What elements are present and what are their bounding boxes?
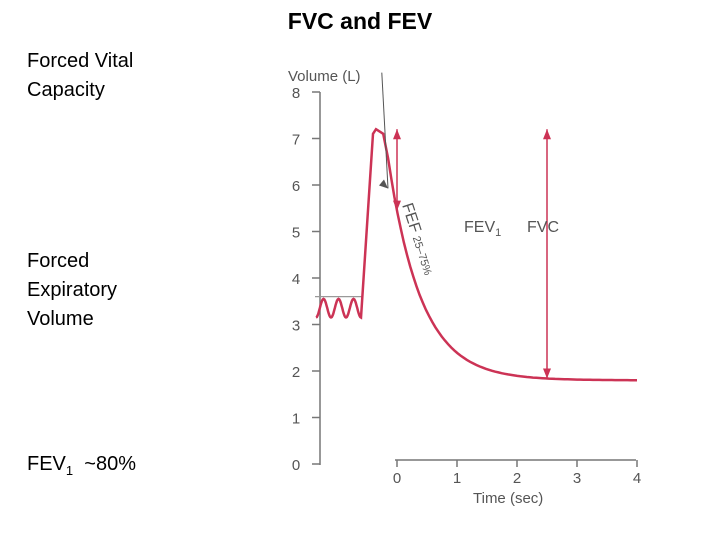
- x-axis-ticks: 0 1 2 3 4: [393, 460, 641, 487]
- forced-vital-capacity-label: Forced Vital Capacity: [27, 50, 134, 101]
- slide-title: FVC and FEV: [287, 8, 433, 34]
- x-tick-label: 4: [633, 470, 641, 487]
- arrow-head-down: [543, 368, 551, 379]
- y-tick-label: 5: [292, 225, 300, 242]
- fef-arrow-shaft: [381, 72, 389, 189]
- fev1-label-main: FEV: [27, 453, 66, 475]
- fev1-label-subscript: 1: [65, 463, 74, 478]
- y-tick-label: 1: [292, 411, 300, 428]
- fef-arrow-head: [379, 179, 388, 189]
- y-tick-label: 8: [292, 85, 300, 102]
- fev1-label-value: ~80%: [84, 453, 136, 475]
- arrow-head-down: [393, 200, 401, 211]
- volume-curve: [315, 127, 637, 382]
- x-tick-label: 2: [513, 470, 521, 487]
- y-tick-label: 6: [292, 178, 300, 195]
- fef-arrow: [379, 72, 389, 189]
- x-axis-label: Time (sec): [473, 490, 543, 507]
- fef-annotation-subscript: 25–75%: [410, 235, 434, 277]
- forced-expiratory-volume-label: Forced Expiratory Volume: [27, 250, 118, 330]
- x-tick-label: 3: [573, 470, 581, 487]
- y-tick-label: 4: [292, 271, 300, 288]
- arrow-head-up: [393, 129, 401, 140]
- fvc-arrow: [543, 129, 551, 379]
- fvc-annotation: FVC: [527, 219, 559, 236]
- fev1-arrow: [393, 129, 401, 211]
- y-axis-label: Volume (L): [288, 68, 361, 85]
- fev1-annotation: FEV1: [464, 219, 501, 239]
- x-tick-label: 1: [453, 470, 461, 487]
- y-tick-label: 7: [292, 132, 300, 149]
- fev1-annotation-subscript: 1: [495, 227, 501, 239]
- y-tick-label: 0: [292, 457, 300, 474]
- arrow-head-up: [543, 129, 551, 140]
- x-tick-label: 0: [393, 470, 401, 487]
- y-axis-ticks: 0 1 2 3 4 5 6 7 8: [292, 85, 320, 474]
- y-tick-label: 2: [292, 364, 300, 381]
- y-tick-label: 3: [292, 318, 300, 335]
- fev1-percentage-label: FEV1 ~80%: [27, 450, 227, 485]
- fev1-annotation-main: FEV: [464, 219, 495, 236]
